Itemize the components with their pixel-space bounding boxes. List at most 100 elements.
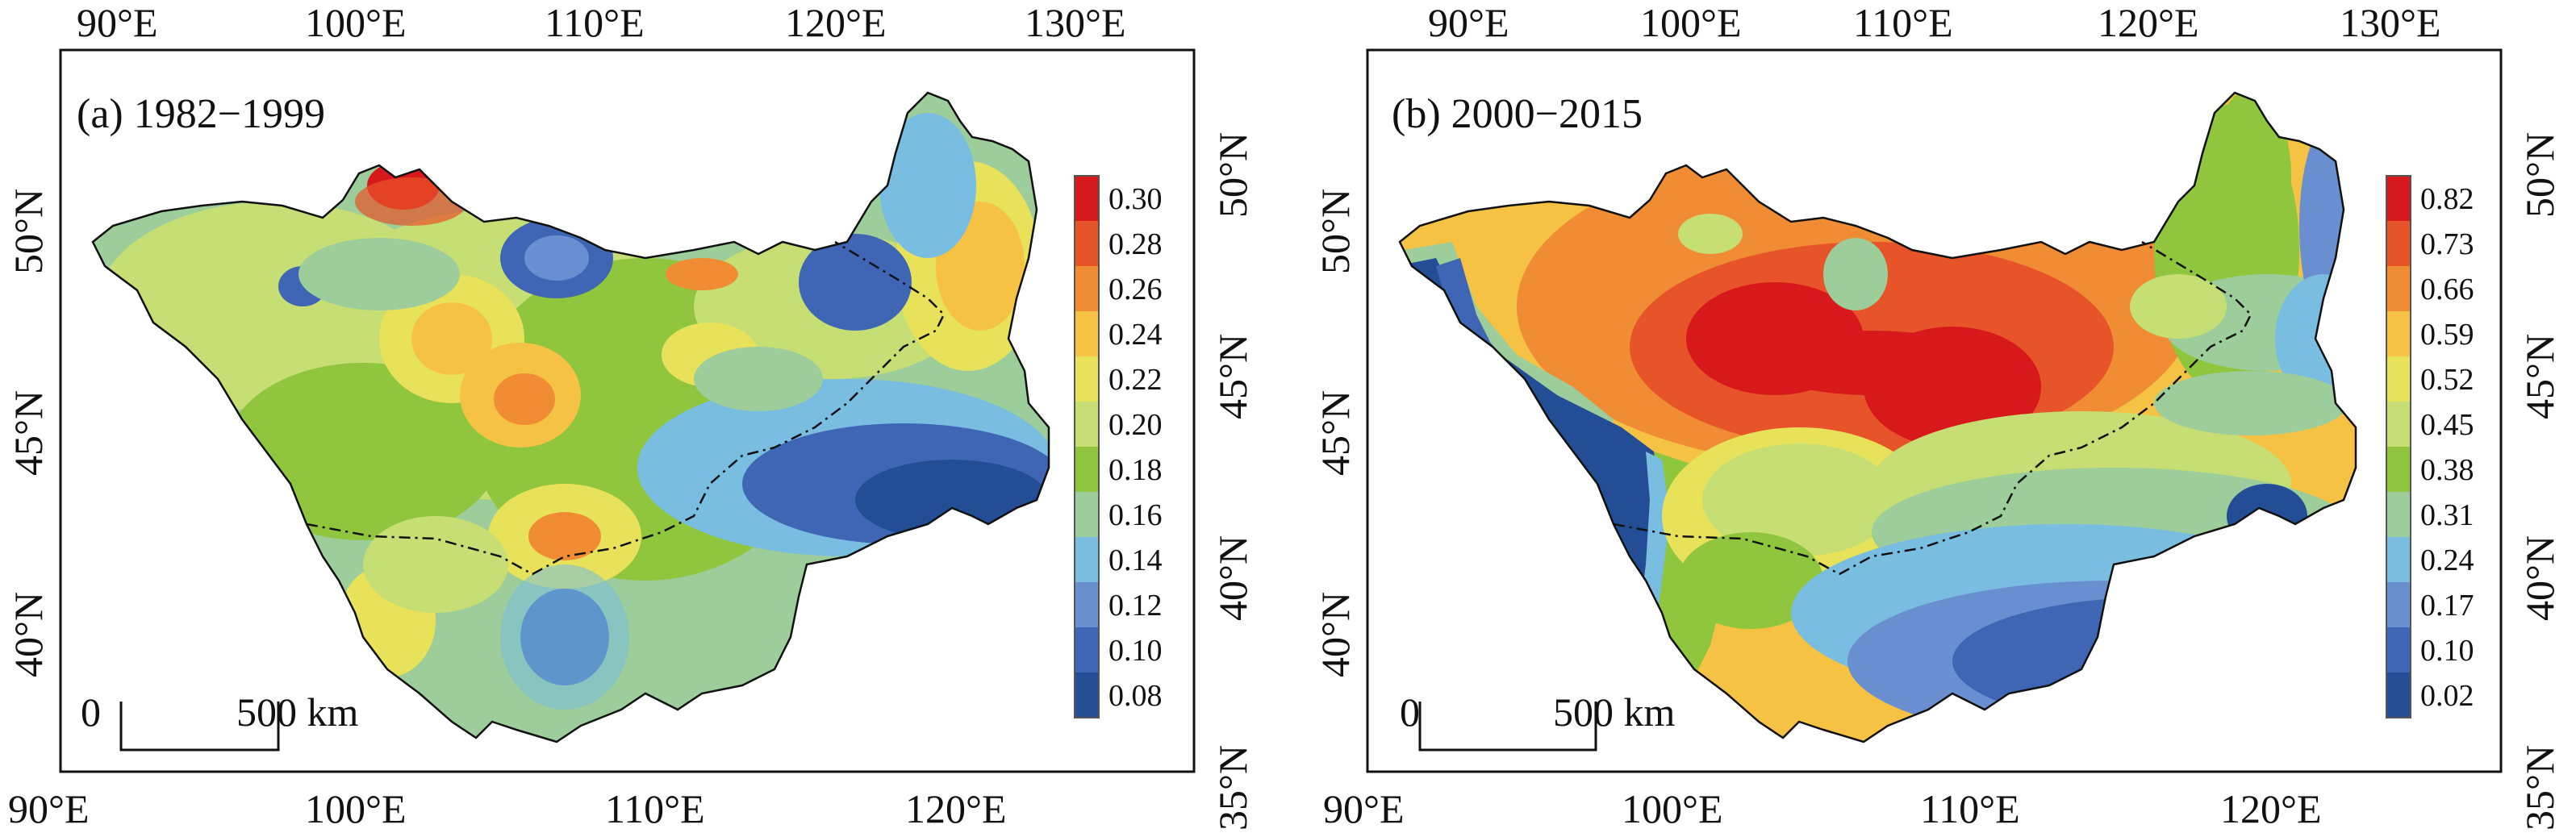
legend: 0.82 0.73 0.66 0.59 0.52 0.45 0.38 0.31 0.24 0.17… xyxy=(2386,175,2474,718)
legend-label: 0.66 xyxy=(2420,273,2474,306)
legend-swatch xyxy=(2386,176,2411,221)
legend-frame xyxy=(2386,175,2411,718)
legend-swatch xyxy=(1075,582,1099,627)
legend-swatch xyxy=(1075,402,1099,447)
legend-swatch xyxy=(2386,311,2411,356)
legend-swatch xyxy=(1075,356,1099,402)
legend-swatch xyxy=(1075,447,1099,492)
left-lat-ticks: 50°N 45°N 40°N xyxy=(1313,189,1358,677)
right-tick-label: 35°N xyxy=(1210,745,1255,831)
legend-swatch xyxy=(2386,492,2411,537)
legend-swatch xyxy=(1075,492,1099,537)
legend-swatch xyxy=(2386,356,2411,402)
left-tick-label: 50°N xyxy=(6,189,51,274)
legend-swatch xyxy=(2386,537,2411,582)
bottom-tick-label: 90°E xyxy=(8,786,90,831)
left-tick-label: 45°N xyxy=(6,390,51,476)
scale-end-label: 500 km xyxy=(236,689,359,735)
legend-swatch xyxy=(1075,311,1099,356)
panel-a: 0.30 0.28 0.26 0.24 0.22 0.20 0.18 0.16 0.14 0.12… xyxy=(6,0,1255,831)
scale-end-label: 500 km xyxy=(1553,689,1676,735)
legend-label: 0.73 xyxy=(2420,227,2474,261)
legend-swatch xyxy=(1075,627,1099,673)
top-lon-ticks: 90°E 100°E 110°E 120°E 130°E xyxy=(77,0,1126,45)
top-lon-ticks: 90°E 100°E 110°E 120°E 130°E xyxy=(1428,0,2441,45)
legend-swatch xyxy=(2386,582,2411,627)
left-lat-ticks: 50°N 45°N 40°N xyxy=(6,189,51,677)
legend-swatch xyxy=(1075,537,1099,582)
legend-label: 0.59 xyxy=(2420,318,2474,352)
legend-label: 0.45 xyxy=(2420,408,2474,442)
legend: 0.30 0.28 0.26 0.24 0.22 0.20 0.18 0.16 0.14 0.12… xyxy=(1074,175,1163,718)
top-tick-label: 120°E xyxy=(2098,0,2199,45)
legend-swatch xyxy=(1075,176,1099,221)
legend-label: 0.22 xyxy=(1108,363,1163,397)
legend-label: 0.82 xyxy=(2420,182,2474,216)
legend-swatch xyxy=(1075,673,1099,718)
legend-label: 0.28 xyxy=(1108,227,1163,261)
bottom-tick-label: 120°E xyxy=(905,786,1007,831)
right-tick-label: 40°N xyxy=(2517,535,2562,621)
legend-label: 0.17 xyxy=(2420,589,2474,623)
bottom-tick-label: 120°E xyxy=(2220,786,2322,831)
legend-label: 0.52 xyxy=(2420,363,2474,397)
legend-swatch xyxy=(2386,221,2411,266)
right-tick-label: 50°N xyxy=(2517,132,2562,218)
legend-label: 0.31 xyxy=(2420,498,2474,532)
bottom-tick-label: 100°E xyxy=(305,786,407,831)
bottom-lon-ticks: 90°E 100°E 110°E 120°E xyxy=(8,786,1007,831)
legend-frame xyxy=(1074,175,1100,718)
border-line xyxy=(306,240,946,576)
legend-swatch xyxy=(2386,266,2411,311)
top-tick-label: 110°E xyxy=(545,0,645,45)
top-tick-label: 130°E xyxy=(1025,0,1126,45)
top-tick-label: 110°E xyxy=(1853,0,1953,45)
scale-start-label: 0 xyxy=(81,689,101,735)
legend-label: 0.02 xyxy=(2420,679,2474,713)
legend-label: 0.30 xyxy=(1108,182,1163,216)
scale-start-label: 0 xyxy=(1400,689,1420,735)
region-outline xyxy=(1398,91,2357,743)
panel-b: 0.82 0.73 0.66 0.59 0.52 0.45 0.38 0.31 0.24 0.17… xyxy=(1313,0,2562,831)
left-tick-label: 45°N xyxy=(1313,390,1358,476)
right-tick-label: 40°N xyxy=(1210,535,1255,621)
bottom-tick-label: 90°E xyxy=(1323,786,1405,831)
panel-label: (b) 2000−2015 xyxy=(1392,91,1643,137)
top-tick-label: 130°E xyxy=(2340,0,2441,45)
right-lat-ticks: 50°N 45°N 40°N 35°N xyxy=(2517,132,2562,831)
legend-label: 0.38 xyxy=(2420,453,2474,487)
legend-label: 0.10 xyxy=(1108,634,1163,668)
region-outline xyxy=(91,91,1050,743)
right-tick-label: 50°N xyxy=(1210,132,1255,218)
border-line xyxy=(1613,240,2252,576)
panel-label: (a) 1982−1999 xyxy=(77,91,325,137)
legend-label: 0.26 xyxy=(1108,273,1163,306)
top-tick-label: 100°E xyxy=(305,0,407,45)
legend-label: 0.16 xyxy=(1108,498,1163,532)
legend-swatch xyxy=(1075,221,1099,266)
legend-swatch xyxy=(2386,673,2411,718)
left-tick-label: 40°N xyxy=(1313,592,1358,677)
legend-swatch xyxy=(1075,266,1099,311)
top-tick-label: 90°E xyxy=(1428,0,1509,45)
right-tick-label: 45°N xyxy=(1210,334,1255,419)
bottom-lon-ticks: 90°E 100°E 110°E 120°E xyxy=(1323,786,2322,831)
legend-swatch xyxy=(2386,627,2411,673)
right-tick-label: 35°N xyxy=(2517,745,2562,831)
legend-label: 0.08 xyxy=(1108,679,1163,713)
left-tick-label: 50°N xyxy=(1313,189,1358,274)
top-tick-label: 100°E xyxy=(1640,0,1742,45)
bottom-tick-label: 100°E xyxy=(1622,786,1723,831)
legend-swatch xyxy=(2386,447,2411,492)
top-tick-label: 90°E xyxy=(77,0,158,45)
legend-swatch xyxy=(2386,402,2411,447)
legend-label: 0.24 xyxy=(1108,318,1163,352)
bottom-tick-label: 110°E xyxy=(605,786,705,831)
legend-label: 0.12 xyxy=(1108,589,1163,623)
legend-label: 0.18 xyxy=(1108,453,1163,487)
left-tick-label: 40°N xyxy=(6,592,51,677)
right-tick-label: 45°N xyxy=(2517,334,2562,419)
legend-label: 0.24 xyxy=(2420,543,2474,577)
legend-label: 0.10 xyxy=(2420,634,2474,668)
